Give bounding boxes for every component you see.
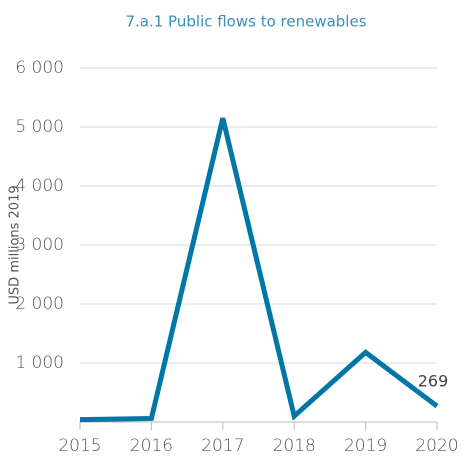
y-tick-label: 6 000: [15, 58, 64, 78]
x-tick-label: 2015: [58, 436, 101, 456]
y-tick-label: 3 000: [15, 235, 64, 255]
y-tick-label: 5 000: [15, 117, 64, 137]
x-tick-label: 2017: [201, 436, 244, 456]
x-tick-label: 2016: [130, 436, 173, 456]
y-tick-label: 1 000: [15, 353, 64, 373]
chart-title: 7.a.1 Public flows to renewables: [125, 13, 366, 31]
value-label: 269: [418, 372, 449, 391]
y-axis-label: USD millions 2019: [8, 185, 23, 304]
y-tick-label: 4 000: [15, 176, 64, 196]
y-tick-label: 2 000: [15, 294, 64, 314]
line: [79, 117, 439, 423]
x-tick-label: 2020: [415, 436, 458, 456]
x-tick-label: 2019: [344, 436, 387, 456]
x-tick-label: 2018: [273, 436, 316, 456]
